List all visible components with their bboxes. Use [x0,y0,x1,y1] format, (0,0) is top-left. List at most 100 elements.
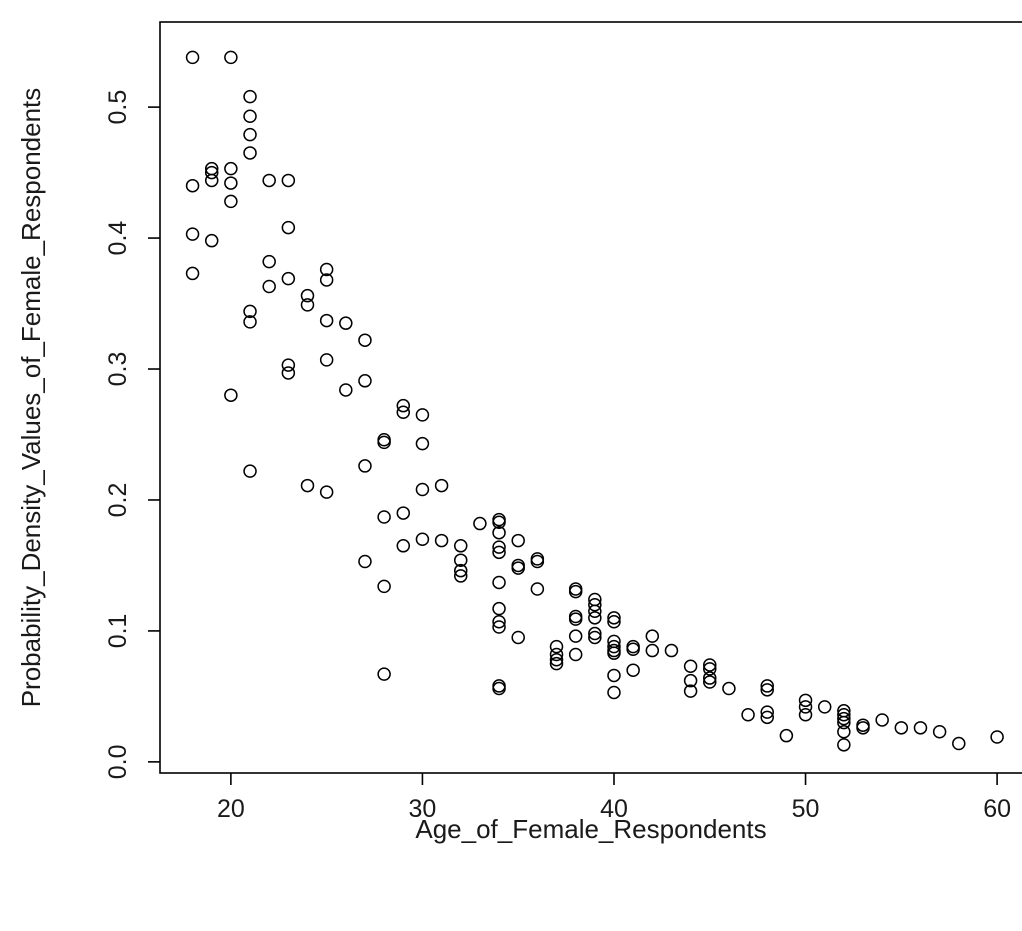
y-tick-label: 0.1 [104,614,132,649]
data-point [492,540,506,554]
data-point [319,353,334,367]
data-point [396,398,411,413]
data-point [837,711,851,726]
x-tick-label: 60 [983,795,1011,823]
data-point [741,707,755,722]
data-point [492,545,506,560]
data-point [185,227,200,241]
data-point [281,173,296,188]
data-point [377,435,391,450]
data-point [588,611,602,625]
data-point [377,667,391,681]
data-points [185,50,1004,752]
data-point [913,721,928,735]
data-point [645,629,660,643]
data-point [492,515,506,529]
data-point [300,478,315,493]
x-axis-title: Age_of_Female_Respondents [415,814,766,844]
data-point [568,647,583,662]
data-point [243,109,257,124]
data-point [377,579,391,594]
data-point [856,718,870,732]
data-point [760,683,774,697]
data-point [224,50,238,65]
data-point [932,725,947,739]
data-point [798,707,813,722]
data-point [453,563,468,578]
data-point [243,146,257,160]
data-point [837,725,851,739]
y-tick-label: 0.0 [104,744,132,779]
data-point [281,366,296,380]
data-point [703,671,717,685]
data-point [856,721,870,735]
x-axis: 20 30 40 50 60 [217,773,1011,823]
data-point [492,512,506,527]
data-point [626,642,640,657]
data-point [549,652,564,667]
y-tick-label: 0.4 [104,221,132,256]
data-point [339,383,353,397]
data-point [453,553,468,567]
data-point [415,436,430,451]
data-point [204,173,219,188]
data-point [607,639,621,654]
data-point [319,262,334,277]
data-point [530,582,545,596]
data-point [377,432,391,447]
data-point [645,643,660,658]
data-point [185,50,200,65]
data-point [549,639,564,654]
x-tick-label: 40 [600,795,628,823]
y-tick-label: 0.5 [104,90,132,125]
y-axis-title: Probability_Density_Values_of_Female_Res… [16,88,46,708]
data-point [683,673,698,688]
data-point [703,675,717,689]
data-point [837,738,851,752]
data-point [990,730,1004,744]
data-point [511,630,525,645]
data-point [492,615,506,629]
data-point [262,254,276,269]
data-point [798,693,813,708]
data-point [492,601,506,616]
data-point [492,575,506,590]
data-point [760,705,774,719]
data-point [224,194,238,209]
data-point [415,532,430,547]
x-tick-label: 20 [217,795,245,823]
data-point [224,161,238,176]
data-point [607,685,621,700]
data-point [262,173,276,188]
data-point [204,165,219,180]
data-point [837,707,851,722]
data-point [817,700,832,714]
data-point [300,288,315,303]
data-point [875,713,889,727]
data-point [722,681,736,696]
data-point [588,597,602,612]
data-point [492,679,506,693]
data-point [434,533,449,548]
data-point [243,127,257,142]
data-point [300,298,315,312]
data-point [243,464,257,478]
data-point [607,615,621,629]
data-point [185,266,200,281]
data-point [798,700,813,714]
data-point [683,659,698,674]
data-point [568,609,583,624]
data-point [588,630,602,645]
data-point [204,233,219,248]
data-point [319,485,334,499]
data-point [358,333,372,347]
data-point [607,611,621,625]
data-point [185,178,200,193]
data-point [588,604,602,619]
data-point [626,663,640,677]
data-point [568,629,583,643]
data-point [377,510,391,524]
x-tick-label: 50 [792,795,820,823]
data-point [568,612,583,626]
data-point [703,662,717,676]
